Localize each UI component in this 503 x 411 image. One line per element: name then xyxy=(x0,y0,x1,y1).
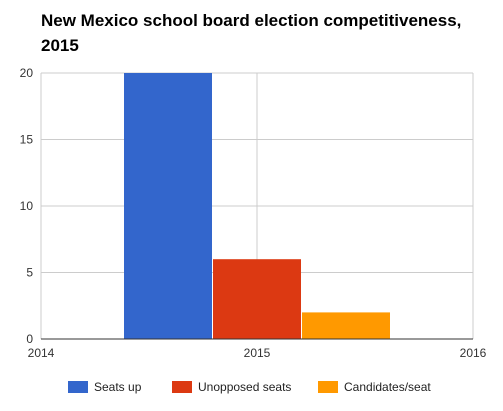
x-tick-label: 2014 xyxy=(28,346,55,360)
legend-swatch-seats-up xyxy=(68,381,88,393)
legend-swatch-candidates-seat xyxy=(318,381,338,393)
y-tick-label: 10 xyxy=(20,199,34,213)
x-tick-label: 2015 xyxy=(244,346,271,360)
bar-unopposed-seats xyxy=(213,259,301,339)
y-tick-label: 15 xyxy=(20,133,34,147)
legend-label-candidates-seat: Candidates/seat xyxy=(344,380,431,394)
bar-candidates-seat xyxy=(302,312,390,339)
y-tick-label: 5 xyxy=(26,266,33,280)
legend: Seats up Unopposed seats Candidates/seat xyxy=(0,380,503,400)
legend-item-seats-up[interactable]: Seats up xyxy=(68,380,141,394)
legend-label-unopposed-seats: Unopposed seats xyxy=(198,380,292,394)
legend-item-candidates-seat[interactable]: Candidates/seat xyxy=(318,380,431,394)
bar-seats-up xyxy=(124,73,212,339)
legend-label-seats-up: Seats up xyxy=(94,380,142,394)
legend-item-unopposed-seats[interactable]: Unopposed seats xyxy=(172,380,291,394)
chart-title: New Mexico school board election competi… xyxy=(41,11,462,55)
y-tick-label: 20 xyxy=(20,66,34,80)
legend-swatch-unopposed-seats xyxy=(172,381,192,393)
x-tick-label: 2016 xyxy=(460,346,487,360)
y-tick-label: 0 xyxy=(26,332,33,346)
